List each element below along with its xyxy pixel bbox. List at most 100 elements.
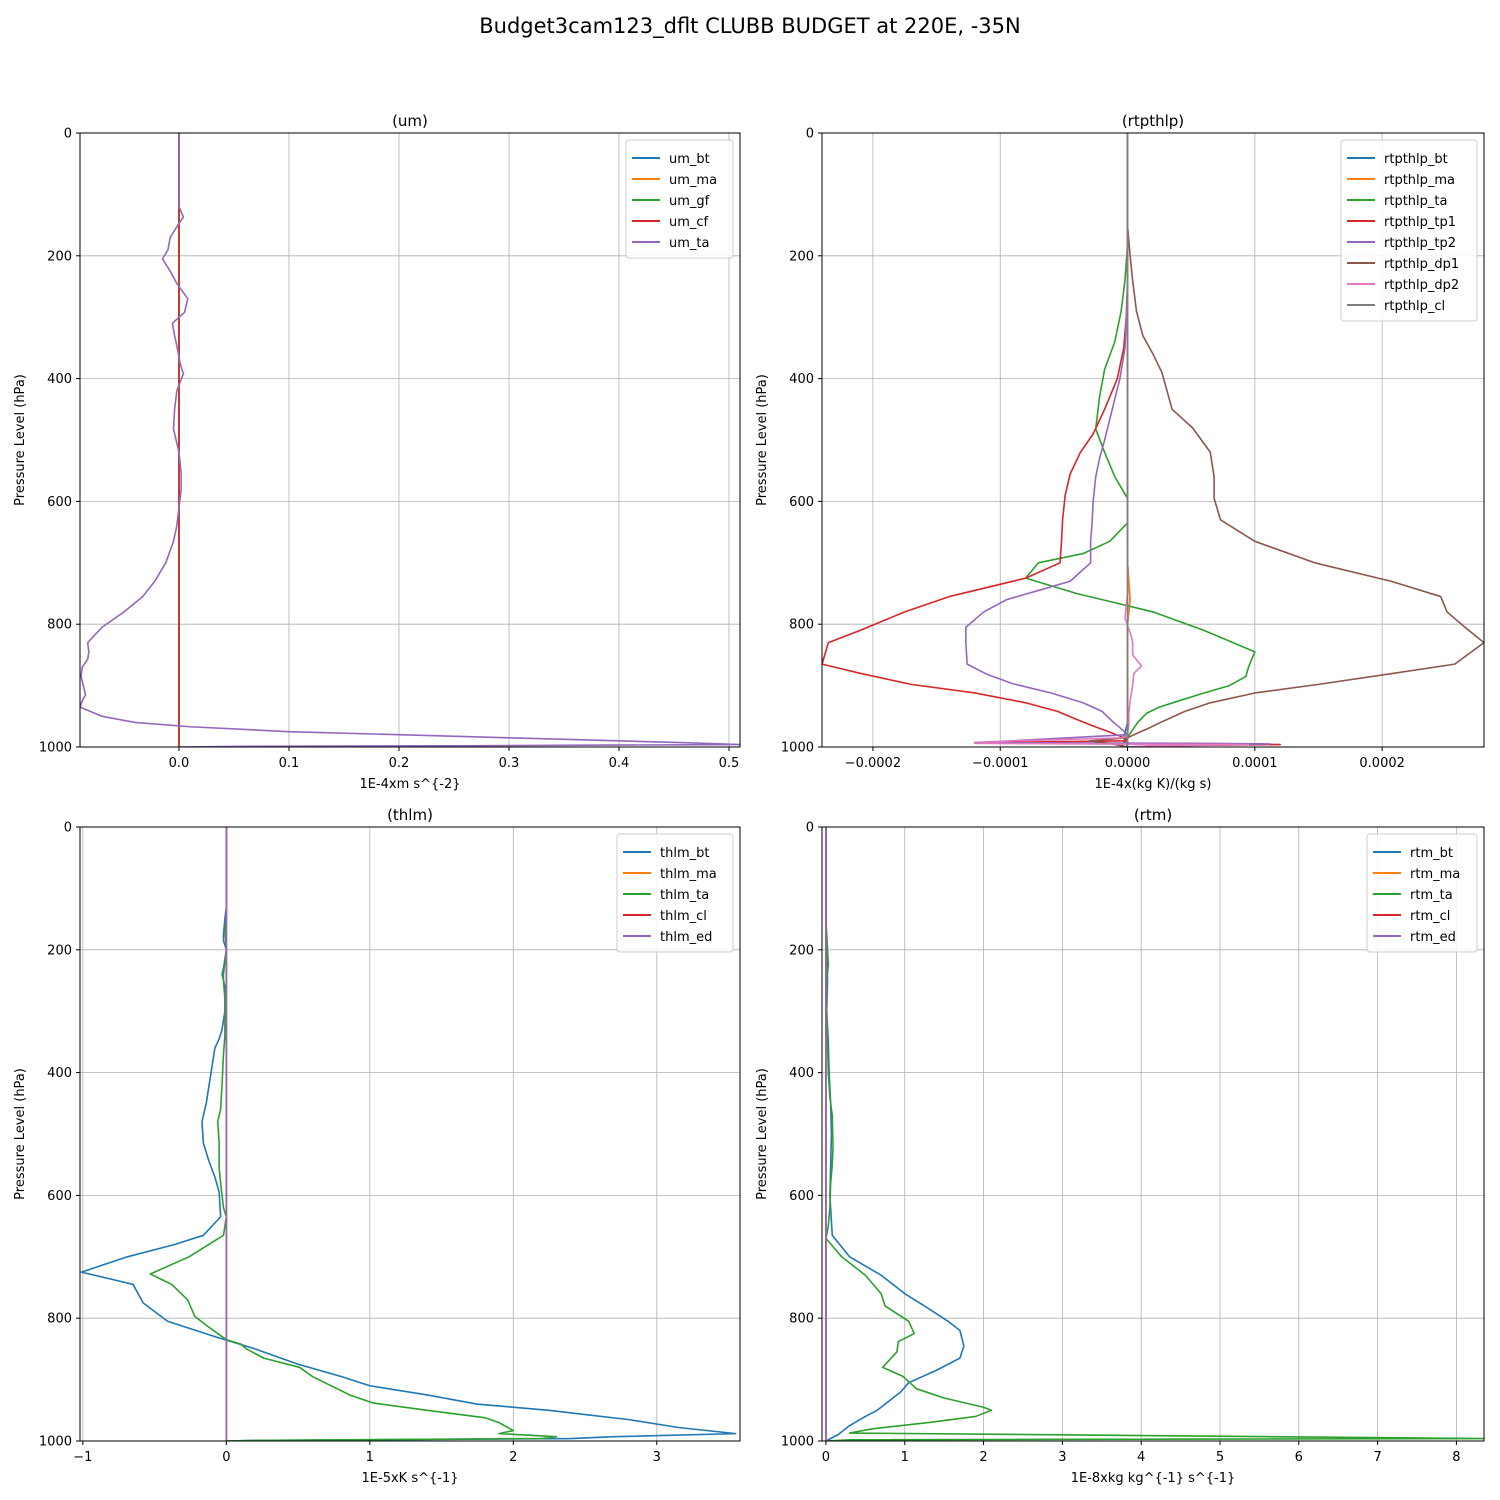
x-tick-label: 8 — [1452, 1450, 1460, 1465]
y-tick-label: 200 — [789, 249, 814, 264]
panel-1: −0.0002 −0.0001 0.0000 0.0001 0.0002 0 200 400 6… — [755, 112, 1485, 792]
series-line-rtpthlp_dp1 — [1088, 133, 1484, 747]
series-group — [825, 827, 1484, 1441]
y-tick-label: 1000 — [39, 741, 72, 756]
y-tick-label: 800 — [789, 618, 814, 633]
panel-2: −1 0 1 2 3 0 200 400 600 800 1000 (thlm) 1E-5xK s^{-… — [13, 806, 741, 1486]
y-tick-label: 0 — [64, 821, 72, 836]
legend-label-rtpthlp_dp1: rtpthlp_dp1 — [1384, 257, 1459, 272]
y-tick-label: 400 — [47, 1066, 72, 1081]
series-line-rtpthlp_dp2 — [973, 133, 1250, 747]
x-tick-label: −1 — [73, 1450, 92, 1465]
x-tick-label: 7 — [1373, 1450, 1381, 1465]
y-tick-label: 800 — [47, 618, 72, 633]
panel-title: (rtpthlp) — [1122, 112, 1184, 130]
series-line-rtm_bt — [825, 827, 965, 1441]
x-tick-label: 0.0001 — [1232, 756, 1278, 771]
legend-label-rtpthlp_cl: rtpthlp_cl — [1384, 299, 1445, 314]
y-axis-label: Pressure Level (hPa) — [755, 1068, 770, 1200]
x-tick-label: 2 — [979, 1450, 987, 1465]
legend-label-thlm_ma: thlm_ma — [660, 867, 717, 882]
legend-label-um_gf: um_gf — [669, 194, 710, 209]
figure-title: Budget3cam123_dflt CLUBB BUDGET at 220E,… — [479, 14, 1021, 38]
x-tick-label: 0.0002 — [1359, 756, 1405, 771]
legend-label-um_bt: um_bt — [669, 152, 710, 167]
series-line-thlm_bt — [80, 827, 737, 1441]
legend-label-rtpthlp_bt: rtpthlp_bt — [1384, 152, 1448, 167]
legend-label-um_ma: um_ma — [669, 173, 717, 188]
plot-frame — [821, 132, 1485, 748]
legend-label-thlm_bt: thlm_bt — [660, 846, 709, 861]
y-tick-label: 0 — [806, 127, 814, 142]
y-tick-label: 0 — [64, 127, 72, 142]
x-axis-label: 1E-4x(kg K)/(kg s) — [1095, 777, 1212, 792]
y-tick-label: 800 — [47, 1312, 72, 1327]
y-tick-label: 0 — [806, 821, 814, 836]
y-axis-label: Pressure Level (hPa) — [755, 374, 770, 506]
x-tick-label: 3 — [653, 1450, 661, 1465]
series-line-rtpthlp_tp2 — [965, 133, 1271, 747]
plot-frame — [79, 826, 741, 1442]
legend-label-thlm_cl: thlm_cl — [660, 909, 707, 924]
x-tick-label: 1 — [366, 1450, 374, 1465]
y-tick-label: 200 — [47, 943, 72, 958]
series-line-rtpthlp_ta — [1024, 133, 1256, 747]
x-tick-label: −0.0002 — [845, 756, 901, 771]
y-tick-label: 400 — [47, 372, 72, 387]
x-tick-label: 2 — [509, 1450, 517, 1465]
series-line-thlm_ta — [149, 827, 558, 1441]
x-tick-label: 0.0000 — [1105, 756, 1151, 771]
legend-label-rtm_ma: rtm_ma — [1410, 867, 1460, 882]
panel-3: 0 1 2 3 4 5 6 7 8 0 200 400 600 800 1000 (rtm) 1E-8xkg k… — [755, 806, 1485, 1486]
y-tick-label: 600 — [47, 1189, 72, 1204]
x-tick-label: 0.1 — [279, 756, 300, 771]
legend-box — [1366, 833, 1478, 953]
legend-label-rtpthlp_ta: rtpthlp_ta — [1384, 194, 1447, 209]
y-tick-label: 800 — [789, 1312, 814, 1327]
y-tick-label: 1000 — [39, 1435, 72, 1450]
series-group — [822, 133, 1484, 747]
y-tick-label: 600 — [47, 495, 72, 510]
legend-label-rtm_cl: rtm_cl — [1410, 909, 1450, 924]
x-tick-label: 6 — [1295, 1450, 1303, 1465]
panel-title: (thlm) — [387, 806, 433, 824]
legend-label-thlm_ed: thlm_ed — [660, 930, 712, 945]
panel-title: (rtm) — [1134, 806, 1172, 824]
legend-box — [625, 139, 734, 259]
x-axis-label: 1E-5xK s^{-1} — [362, 1471, 459, 1486]
series-group — [80, 133, 740, 747]
legend-label-rtm_bt: rtm_bt — [1410, 846, 1453, 861]
panel-title: (um) — [392, 112, 428, 130]
legend-label-um_cf: um_cf — [669, 215, 709, 230]
x-tick-label: 4 — [1137, 1450, 1145, 1465]
y-tick-label: 200 — [789, 943, 814, 958]
x-tick-label: 0.4 — [609, 756, 630, 771]
x-tick-label: 3 — [1058, 1450, 1066, 1465]
x-tick-label: 0.5 — [719, 756, 740, 771]
legend-label-rtpthlp_ma: rtpthlp_ma — [1384, 173, 1455, 188]
x-tick-label: 5 — [1216, 1450, 1224, 1465]
x-tick-label: −0.0001 — [972, 756, 1028, 771]
series-line-rtpthlp_tp1 — [822, 133, 1282, 747]
series-line-rtm_ta — [825, 827, 1484, 1441]
legend-label-rtpthlp_tp2: rtpthlp_tp2 — [1384, 236, 1456, 251]
legend-label-rtm_ed: rtm_ed — [1410, 930, 1456, 945]
x-tick-label: 0.0 — [169, 756, 190, 771]
y-tick-label: 1000 — [781, 1435, 814, 1450]
panel-0: 0.0 0.1 0.2 0.3 0.4 0.5 0 200 400 600 800 1000 (um) 1… — [13, 112, 741, 792]
x-tick-label: 0.2 — [389, 756, 410, 771]
legend-label-um_ta: um_ta — [669, 236, 709, 251]
series-group — [80, 827, 737, 1441]
legend-label-thlm_ta: thlm_ta — [660, 888, 709, 903]
plot-frame — [821, 826, 1485, 1442]
y-tick-label: 1000 — [781, 741, 814, 756]
x-tick-label: 1 — [901, 1450, 909, 1465]
x-tick-label: 0 — [222, 1450, 230, 1465]
y-tick-label: 400 — [789, 372, 814, 387]
y-tick-label: 400 — [789, 1066, 814, 1081]
legend-label-rtpthlp_tp1: rtpthlp_tp1 — [1384, 215, 1456, 230]
y-tick-label: 600 — [789, 1189, 814, 1204]
plot-frame — [79, 132, 741, 748]
x-tick-label: 0 — [822, 1450, 830, 1465]
